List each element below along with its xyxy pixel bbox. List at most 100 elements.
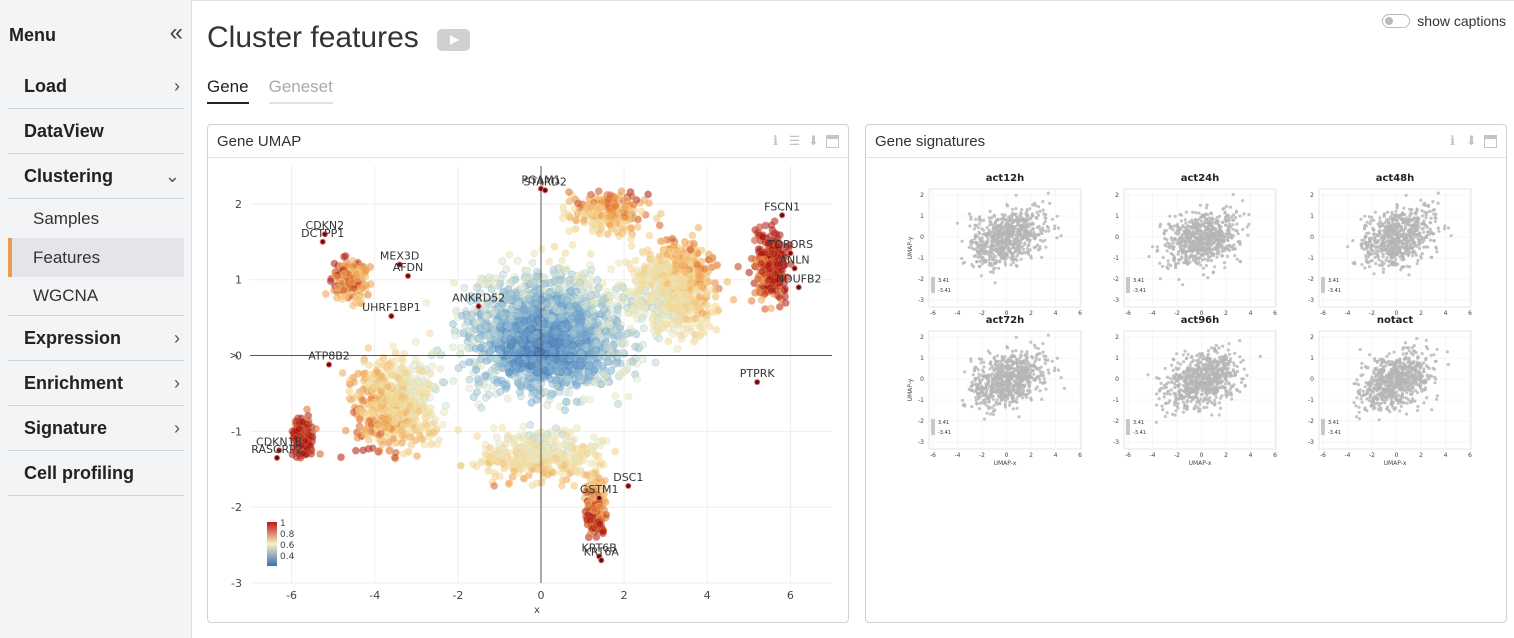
download-icon[interactable]: ⬇ (808, 133, 819, 148)
sidebar-subitem-wgcna[interactable]: WGCNA (8, 277, 184, 316)
umap-point (584, 499, 593, 508)
panel-point (1059, 234, 1063, 238)
umap-point (353, 294, 362, 303)
umap-point (688, 231, 697, 240)
umap-point (513, 300, 522, 309)
point-label: DSC1 (613, 471, 643, 484)
umap-point (576, 324, 584, 333)
umap-point (410, 361, 419, 370)
umap-point (364, 374, 373, 383)
panel-point (967, 212, 972, 216)
umap-point (399, 356, 407, 365)
umap-point (504, 368, 513, 377)
sidebar-item-clustering[interactable]: Clustering ⌄ (8, 154, 184, 199)
tab-geneset[interactable]: Geneset (268, 77, 333, 104)
umap-point (541, 465, 550, 474)
sidebar-subitem-samples[interactable]: Samples (8, 199, 184, 238)
umap-point (481, 393, 490, 402)
panel-point (974, 217, 978, 221)
umap-point (477, 404, 486, 412)
umap-point (621, 258, 630, 267)
collapse-sidebar-icon[interactable]: « (169, 19, 183, 46)
sidebar-item-enrichment[interactable]: Enrichment › (8, 361, 184, 406)
panel-point (1043, 238, 1047, 242)
umap-point (414, 407, 423, 415)
umap-point (422, 298, 431, 307)
panel-point (991, 255, 995, 259)
sidebar-subitem-label: Samples (33, 208, 100, 228)
umap-point (492, 433, 501, 442)
umap-point (604, 213, 613, 221)
umap-point (507, 338, 516, 347)
info-icon[interactable]: i (1450, 133, 1455, 149)
sidebar-item-cell-profiling[interactable]: Cell profiling (8, 451, 184, 496)
umap-point (312, 424, 320, 433)
umap-point (673, 344, 682, 353)
umap-point (564, 210, 573, 219)
umap-point (586, 516, 594, 525)
sidebar-subitem-features[interactable]: Features (8, 238, 184, 277)
umap-point (594, 318, 602, 327)
umap-point (507, 311, 516, 320)
y-tick-label: -3 (231, 577, 242, 590)
umap-point (591, 378, 599, 387)
card-tools: i ⬇ (1446, 133, 1497, 149)
umap-point (547, 314, 556, 323)
umap-point (619, 293, 627, 302)
umap-point (664, 266, 673, 274)
toggle-switch[interactable] (1382, 14, 1411, 28)
umap-point (543, 300, 551, 308)
panel-point (984, 258, 988, 263)
panel-point (986, 252, 990, 256)
umap-point (702, 288, 711, 297)
umap-point (686, 326, 695, 335)
youtube-icon[interactable] (437, 29, 470, 51)
download-icon[interactable]: ⬇ (1466, 133, 1477, 148)
sidebar-item-label: Signature (24, 417, 108, 438)
show-captions-toggle[interactable]: show captions (1382, 13, 1506, 29)
umap-point (745, 268, 754, 277)
umap-point (579, 216, 588, 224)
umap-point (645, 199, 653, 207)
umap-point (708, 308, 717, 317)
umap-point (359, 446, 367, 455)
umap-point (587, 446, 596, 455)
sidebar-item-label: Expression (24, 327, 122, 348)
y-axis-label: y (228, 353, 239, 359)
sidebar-item-load[interactable]: Load › (8, 64, 184, 109)
umap-point (757, 259, 766, 268)
sidebar-item-dataview[interactable]: DataView (8, 109, 184, 154)
umap-point (517, 347, 526, 356)
umap-point (500, 359, 509, 368)
umap-point (601, 498, 610, 507)
umap-point (564, 188, 573, 196)
umap-point (541, 336, 550, 344)
panel-point (1053, 224, 1057, 228)
umap-point (339, 269, 348, 278)
gene-umap-plot[interactable]: PGAM1STARD2CDKN2DCTPP1MEX3DAFDNUHRF1BP1A… (208, 158, 848, 622)
umap-point (759, 233, 767, 241)
card-header: Gene signatures i ⬇ (866, 125, 1506, 158)
umap-point (532, 272, 541, 281)
tab-gene[interactable]: Gene (207, 77, 249, 104)
umap-point (571, 225, 580, 233)
maximize-icon[interactable] (826, 134, 839, 148)
umap-point (354, 369, 363, 378)
sidebar-item-signature[interactable]: Signature › (8, 406, 184, 451)
umap-point (482, 312, 491, 321)
umap-point (547, 389, 556, 398)
umap-point (574, 469, 583, 478)
panel-point (955, 221, 959, 225)
info-icon[interactable]: i (773, 133, 778, 149)
umap-point (472, 365, 480, 374)
card-tools: i ☰ ⬇ (769, 133, 839, 149)
menu-icon[interactable]: ☰ (788, 133, 801, 148)
sidebar-item-expression[interactable]: Expression › (8, 316, 184, 361)
panel-point (977, 222, 981, 226)
umap-point (621, 213, 629, 221)
umap-point (454, 364, 463, 373)
panel-point (987, 258, 991, 262)
umap-point (593, 327, 602, 336)
panel-point (988, 209, 992, 213)
maximize-icon[interactable] (1484, 134, 1497, 148)
